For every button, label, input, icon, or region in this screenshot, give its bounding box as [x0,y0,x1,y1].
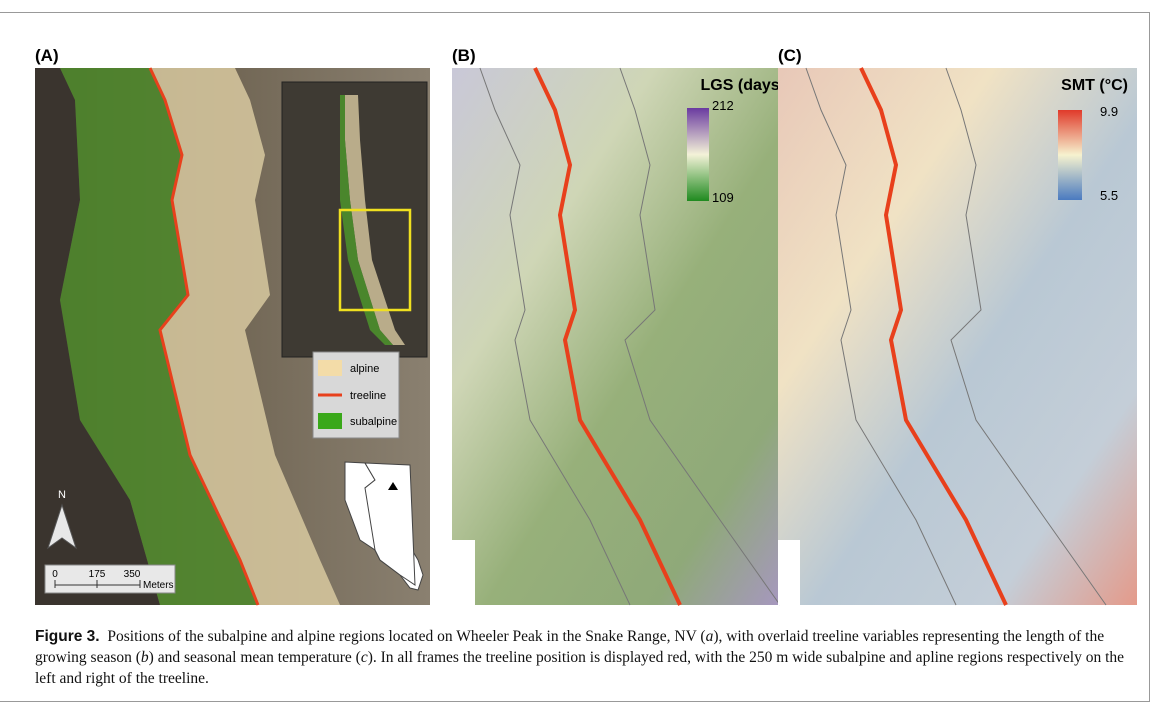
colorbar-title: LGS (days) [701,77,785,94]
panel-label: (C) [778,46,802,65]
colorbar [1058,110,1082,200]
legend-label: treeline [350,390,386,402]
scale-label: 350 [124,569,141,580]
colorbar-label: 109 [712,190,734,205]
colorbar-label: 212 [712,98,734,113]
caption-text: b [141,649,149,666]
colorbar [687,108,709,201]
colorbar-title: SMT (°C) [1061,77,1128,94]
colorbar-label: 9.9 [1100,104,1118,119]
scale-label: 175 [89,569,106,580]
map-b [452,68,790,605]
page: alpine treeline subalpine N 0 175 350 Me… [0,0,1153,715]
legend-label: alpine [350,363,379,375]
panel-label: (A) [35,46,59,65]
caption: Figure 3. Positions of the subalpine and… [35,626,1135,689]
caption-text: ) and seasonal mean temperature ( [149,649,361,666]
north-label: N [58,489,66,501]
caption-label: Figure 3. [35,628,100,645]
colorbar-label: 5.5 [1100,188,1118,203]
legend-label: subalpine [350,416,397,428]
map-c [778,68,1137,605]
panel-label: (B) [452,46,476,65]
scale-unit: Meters [143,580,174,591]
scale-label: 0 [52,569,58,580]
caption-text: Positions of the subalpine and alpine re… [107,628,705,645]
figure: alpine treeline subalpine N 0 175 350 Me… [0,0,1153,620]
caption-text: c [361,649,368,666]
